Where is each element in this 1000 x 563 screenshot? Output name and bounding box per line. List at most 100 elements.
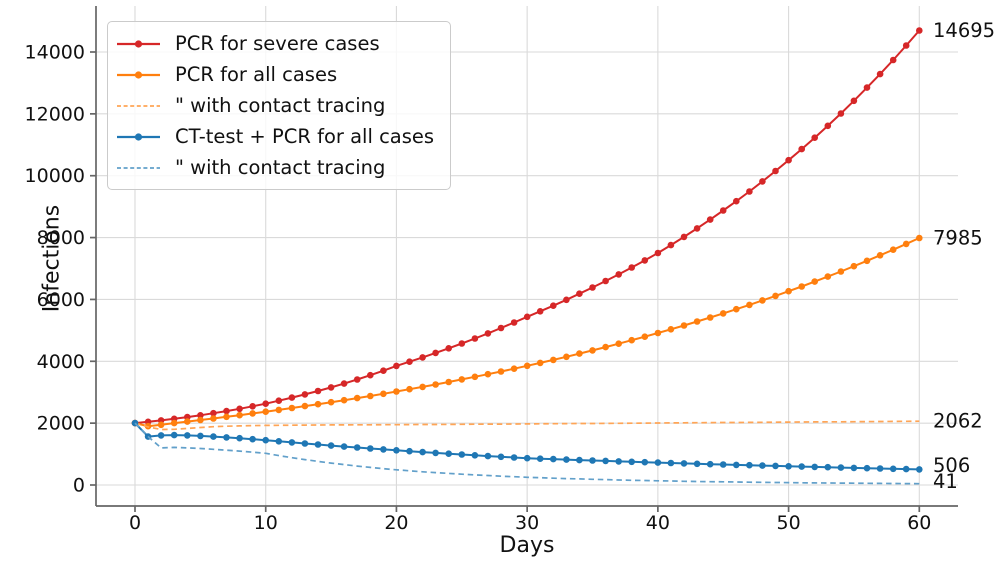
series-marker-3: [184, 432, 191, 439]
series-marker-0: [275, 397, 283, 405]
series-marker-1: [223, 413, 230, 421]
series-marker-0: [641, 257, 649, 264]
legend-item-2: " with contact tracing: [114, 90, 434, 121]
series-marker-3: [210, 433, 217, 440]
series-marker-1: [471, 373, 479, 381]
series-marker-1: [536, 359, 544, 367]
series-marker-0: [458, 340, 466, 347]
legend-line-sample: [117, 166, 160, 169]
series-marker-1: [746, 301, 753, 309]
series-marker-1: [458, 376, 466, 383]
series-marker-1: [902, 240, 910, 248]
series-marker-0: [798, 145, 805, 153]
legend-sample-marker: [134, 39, 143, 48]
end-value-label: 2062: [933, 410, 983, 433]
series-marker-1: [863, 257, 871, 265]
series-marker-1: [301, 402, 309, 410]
series-marker-1: [837, 268, 845, 275]
series-marker-1: [367, 392, 374, 400]
series-marker-1: [811, 278, 818, 285]
series-marker-1: [210, 415, 217, 422]
series-marker-1: [170, 419, 178, 427]
series-marker-1: [889, 246, 897, 253]
series-marker-0: [576, 290, 583, 298]
series-marker-1: [589, 347, 596, 354]
series-marker-3: [510, 454, 518, 461]
series-marker-3: [288, 439, 296, 446]
y-tick-label: 12000: [25, 103, 85, 125]
series-marker-3: [706, 460, 714, 468]
series-marker-3: [563, 456, 570, 463]
series-marker-1: [249, 410, 256, 417]
series-marker-0: [406, 358, 413, 366]
x-tick-label: 50: [776, 512, 800, 534]
series-marker-3: [458, 451, 466, 458]
y-tick-label: 8000: [37, 227, 85, 249]
series-marker-3: [445, 450, 453, 458]
legend-label: CT-test + PCR for all cases: [175, 124, 435, 148]
end-value-label: 7985: [933, 227, 983, 250]
series-marker-3: [262, 436, 270, 444]
series-marker-0: [550, 302, 557, 310]
series-marker-3: [340, 443, 348, 450]
series-marker-3: [353, 444, 361, 451]
x-tick-label: 0: [129, 512, 141, 534]
series-marker-3: [746, 461, 753, 469]
series-marker-0: [497, 324, 505, 332]
series-marker-1: [733, 305, 740, 313]
series-marker-0: [288, 394, 296, 401]
series-marker-3: [680, 460, 688, 467]
series-marker-0: [223, 407, 230, 415]
series-marker-3: [798, 463, 805, 470]
series-marker-1: [262, 408, 270, 416]
series-marker-1: [850, 262, 858, 270]
series-marker-1: [641, 333, 649, 341]
series-marker-1: [523, 362, 531, 370]
series-marker-3: [733, 461, 740, 469]
series-marker-3: [157, 432, 165, 439]
series-marker-1: [785, 287, 792, 295]
series-marker-0: [680, 233, 688, 241]
y-tick-label: 6000: [37, 289, 85, 311]
series-marker-3: [249, 435, 256, 443]
series-marker-1: [824, 273, 832, 280]
series-marker-1: [576, 350, 583, 357]
series-marker-0: [327, 384, 335, 391]
series-marker-3: [863, 464, 871, 472]
series-marker-0: [746, 188, 753, 195]
series-marker-1: [406, 385, 413, 393]
series-marker-0: [889, 56, 897, 64]
series-marker-0: [654, 249, 662, 257]
series-marker-3: [471, 452, 479, 459]
series-marker-0: [824, 122, 832, 130]
series-marker-1: [353, 394, 361, 402]
series-marker-1: [628, 336, 635, 344]
series-marker-3: [497, 453, 505, 461]
x-tick-label: 60: [907, 512, 931, 534]
legend-item-1: PCR for all cases: [114, 59, 434, 90]
series-marker-3: [484, 452, 492, 460]
series-marker-1: [615, 340, 622, 348]
series-marker-1: [916, 234, 923, 242]
series-marker-0: [850, 97, 858, 105]
series-marker-0: [314, 387, 322, 395]
series-marker-1: [876, 252, 884, 259]
series-marker-3: [602, 457, 609, 465]
series-marker-3: [236, 434, 243, 442]
series-marker-3: [393, 447, 400, 454]
series-marker-0: [837, 110, 845, 117]
series-marker-1: [719, 310, 727, 317]
series-marker-0: [249, 403, 256, 410]
series-marker-0: [811, 134, 818, 141]
y-tick-label: 2000: [37, 413, 85, 435]
series-marker-3: [876, 465, 884, 472]
series-marker-1: [550, 356, 557, 364]
series-marker-1: [510, 365, 518, 373]
series-marker-0: [733, 197, 740, 205]
x-axis-label: Days: [499, 533, 555, 558]
series-marker-1: [419, 383, 426, 391]
series-marker-1: [340, 396, 348, 404]
series-line-4: [134, 422, 920, 485]
series-marker-1: [275, 406, 283, 414]
